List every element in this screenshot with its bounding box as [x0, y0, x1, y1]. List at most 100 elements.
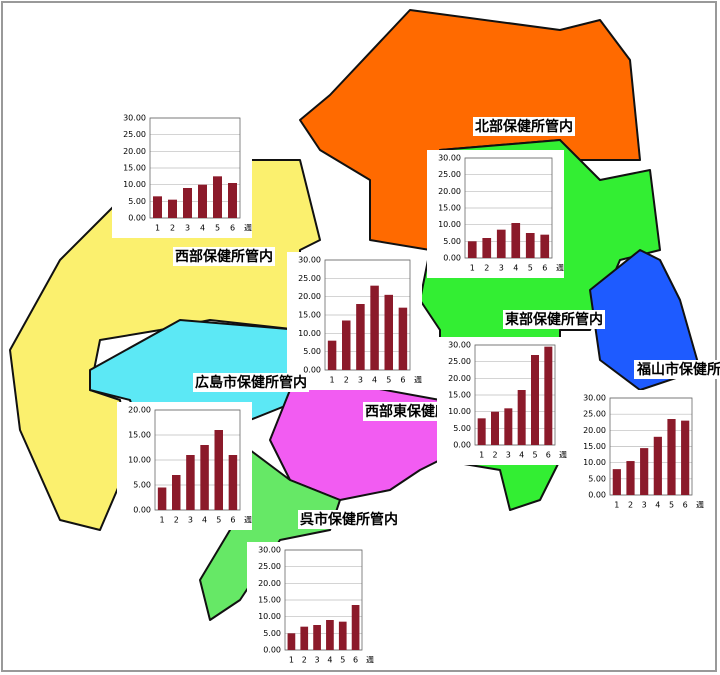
y-tick-label: 0.00	[588, 491, 606, 500]
y-tick-label: 20.00	[583, 426, 606, 435]
x-tick-label: 1	[614, 501, 619, 510]
x-tick-label: 5	[669, 501, 674, 510]
x-axis-label: 週	[244, 516, 252, 525]
bar	[327, 340, 337, 370]
bar	[511, 223, 521, 258]
bar	[300, 626, 309, 650]
x-tick-label: 2	[484, 264, 489, 273]
x-axis-label: 週	[696, 501, 704, 510]
bar	[491, 411, 499, 445]
y-tick-label: 25.00	[448, 357, 471, 366]
title-background	[634, 360, 720, 379]
x-axis-label: 週	[556, 264, 564, 273]
bar	[612, 469, 621, 495]
y-tick-label: 5.00	[588, 474, 606, 483]
bar	[384, 294, 393, 370]
title-background	[473, 117, 575, 136]
y-tick-label: 15.00	[128, 431, 151, 440]
y-tick-label: 20.00	[258, 579, 281, 588]
y-tick-label: 30.00	[583, 394, 606, 403]
x-tick-label: 4	[372, 376, 377, 385]
chart-title: 広島市保健所管内	[195, 374, 307, 391]
plot-frame	[154, 409, 241, 511]
y-tick-label: 5.00	[303, 347, 321, 356]
y-tick-label: 0.00	[128, 214, 146, 223]
x-tick-label: 4	[327, 656, 332, 665]
x-axis-label: 週	[244, 224, 252, 233]
y-tick-label: 20.00	[438, 187, 461, 196]
x-tick-label: 4	[202, 516, 207, 525]
x-tick-label: 3	[499, 264, 504, 273]
bar	[198, 184, 207, 218]
bar	[496, 229, 506, 258]
x-tick-label: 5	[216, 516, 221, 525]
y-tick-label: 30.00	[298, 256, 321, 265]
y-tick-label: 10.00	[258, 612, 281, 621]
y-tick-label: 5.00	[443, 237, 461, 246]
x-tick-label: 3	[188, 516, 193, 525]
plot-frame	[474, 344, 556, 446]
y-tick-label: 25.00	[258, 562, 281, 571]
x-axis-label: 週	[559, 451, 567, 460]
x-tick-label: 5	[386, 376, 391, 385]
x-tick-label: 5	[532, 451, 537, 460]
x-tick-label: 2	[170, 224, 175, 233]
bar	[477, 418, 486, 445]
bar	[186, 455, 195, 510]
bar	[482, 238, 492, 258]
x-tick-label: 1	[289, 656, 294, 665]
y-tick-label: 5.00	[133, 481, 151, 490]
y-tick-label: 25.00	[583, 410, 606, 419]
x-tick-label: 6	[546, 451, 551, 460]
y-tick-label: 15.00	[123, 164, 146, 173]
bar	[517, 390, 526, 445]
bar	[168, 199, 177, 218]
y-tick-label: 0.00	[303, 366, 321, 375]
bar	[153, 196, 162, 218]
title-background	[193, 373, 309, 392]
plot-frame	[324, 259, 411, 371]
y-tick-label: 30.00	[258, 546, 281, 555]
plot-frame	[284, 549, 363, 651]
bar	[326, 620, 334, 650]
y-tick-label: 0.00	[453, 441, 471, 450]
x-tick-label: 2	[174, 516, 179, 525]
chart-title: 東部保健所管内	[505, 311, 603, 328]
y-tick-label: 30.00	[123, 114, 146, 123]
x-tick-label: 2	[492, 451, 497, 460]
x-tick-label: 1	[155, 224, 160, 233]
bar	[544, 346, 553, 445]
x-tick-label: 3	[642, 501, 647, 510]
bar	[370, 285, 379, 370]
y-tick-label: 5.00	[453, 424, 471, 433]
bar	[183, 188, 192, 218]
x-tick-label: 2	[628, 501, 633, 510]
x-tick-label: 1	[479, 451, 484, 460]
bar	[342, 320, 351, 370]
x-tick-label: 6	[230, 224, 235, 233]
bar	[540, 234, 550, 258]
x-tick-label: 5	[528, 264, 533, 273]
bar	[213, 176, 222, 218]
y-tick-label: 10.00	[583, 458, 606, 467]
y-tick-label: 25.00	[438, 170, 461, 179]
y-tick-label: 30.00	[438, 154, 461, 163]
x-tick-label: 5	[340, 656, 345, 665]
y-tick-label: 15.00	[438, 204, 461, 213]
x-tick-label: 3	[185, 224, 190, 233]
bar	[681, 420, 690, 495]
y-tick-label: 0.00	[263, 646, 281, 655]
y-tick-label: 15.00	[448, 391, 471, 400]
x-tick-label: 5	[215, 224, 220, 233]
x-tick-label: 4	[200, 224, 205, 233]
bar	[351, 605, 360, 650]
bar	[338, 621, 347, 650]
bar	[228, 455, 238, 510]
bar	[228, 183, 237, 218]
y-tick-label: 10.00	[298, 329, 321, 338]
y-tick-label: 5.00	[128, 197, 146, 206]
y-tick-label: 20.00	[298, 292, 321, 301]
y-tick-label: 30.00	[448, 341, 471, 350]
x-tick-label: 3	[506, 451, 511, 460]
